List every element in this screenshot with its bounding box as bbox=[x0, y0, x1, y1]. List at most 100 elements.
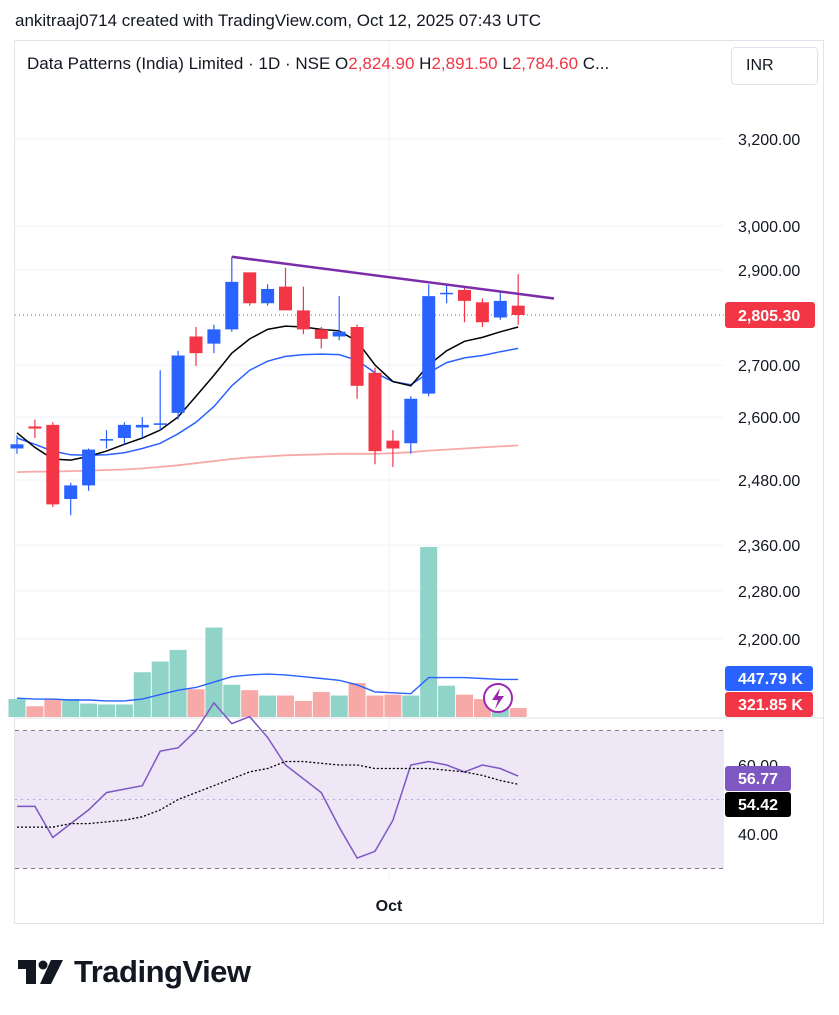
ema-mid-line bbox=[16, 347, 519, 457]
chart-frame bbox=[14, 40, 824, 924]
rsi-tick-label: 40.00 bbox=[738, 827, 778, 844]
volume-bar bbox=[26, 706, 44, 717]
volume-last-badge bbox=[725, 692, 813, 717]
candle-body bbox=[493, 300, 507, 318]
candle-body bbox=[404, 398, 418, 444]
high-label: H bbox=[419, 54, 432, 73]
candle-body bbox=[475, 302, 489, 323]
low-value: 2,784.60 bbox=[511, 54, 579, 73]
price-tick-label: 2,200.00 bbox=[738, 632, 800, 649]
ema-short-line bbox=[16, 325, 519, 461]
volume-bar bbox=[259, 695, 277, 717]
lightning-bolt bbox=[492, 688, 504, 709]
volume-bar bbox=[223, 684, 241, 717]
volume-bar bbox=[348, 683, 366, 717]
low-label: L bbox=[502, 54, 512, 73]
volume-ma-label: 447.79 K bbox=[738, 671, 803, 688]
symbol-name[interactable]: Data Patterns (India) Limited · 1D · NSE bbox=[27, 54, 331, 73]
price-tick-label: 3,000.00 bbox=[738, 219, 800, 236]
candle-body bbox=[314, 329, 328, 339]
volume-bar bbox=[509, 708, 527, 717]
rsi-ma-label: 54.42 bbox=[738, 797, 778, 814]
candle-body bbox=[171, 355, 185, 413]
candle-body bbox=[458, 289, 471, 301]
volume-bar bbox=[366, 695, 384, 717]
volume-bar bbox=[44, 699, 62, 717]
price-tick-label: 2,480.00 bbox=[738, 473, 800, 490]
close-label: C... bbox=[582, 54, 610, 73]
candle-body bbox=[422, 296, 436, 394]
ema-long-line bbox=[16, 444, 519, 473]
candle-body bbox=[243, 272, 257, 304]
currency-selector[interactable]: INR bbox=[731, 47, 818, 85]
lightning-icon bbox=[483, 683, 513, 713]
candle-body bbox=[207, 329, 221, 344]
candle-body bbox=[350, 327, 364, 386]
volume-bar bbox=[133, 672, 151, 717]
volume-bar bbox=[241, 690, 259, 717]
rsi-badge bbox=[725, 766, 791, 791]
last-price-label: 2,805.30 bbox=[738, 308, 800, 325]
candle-body bbox=[46, 424, 60, 505]
volume-bar bbox=[62, 699, 80, 717]
volume-bar bbox=[420, 547, 438, 717]
rsi-label: 56.77 bbox=[738, 771, 778, 788]
brand-name: TradingView bbox=[74, 954, 251, 989]
candle-body bbox=[386, 440, 400, 449]
volume-bar bbox=[98, 704, 115, 717]
volume-bar bbox=[187, 689, 205, 717]
price-tick-label: 2,360.00 bbox=[738, 538, 800, 555]
volume-bar bbox=[8, 699, 26, 717]
tradingview-logo-icon bbox=[18, 960, 63, 984]
high-value: 2,891.50 bbox=[431, 54, 498, 73]
candle-body bbox=[332, 331, 346, 337]
price-tick-label: 2,600.00 bbox=[738, 410, 800, 427]
candle-body bbox=[153, 423, 167, 425]
volume-bar bbox=[312, 691, 330, 717]
rsi-line bbox=[17, 701, 519, 860]
time-axis-label: Oct bbox=[376, 898, 403, 915]
volume-bar bbox=[169, 649, 187, 717]
rsi-ma-line bbox=[17, 760, 519, 828]
volume-last-label: 321.85 K bbox=[738, 697, 803, 714]
last-price-badge bbox=[725, 301, 815, 328]
open-value: 2,824.90 bbox=[348, 54, 415, 73]
price-tick-label: 2,280.00 bbox=[738, 584, 800, 601]
brand: TradingView bbox=[18, 954, 251, 990]
candle-body bbox=[440, 292, 454, 295]
volume-bar bbox=[330, 695, 348, 717]
volume-ma-line bbox=[16, 673, 519, 702]
candle-body bbox=[368, 372, 382, 452]
candle-body bbox=[64, 485, 78, 499]
rsi-ma-badge bbox=[725, 792, 791, 817]
volume-ma-badge bbox=[725, 666, 813, 691]
candle-body bbox=[261, 289, 275, 304]
candle-body bbox=[82, 449, 96, 486]
ohlc-legend: Data Patterns (India) Limited · 1D · NSE… bbox=[27, 54, 609, 74]
chart-credit: ankitraaj0714 created with TradingView.c… bbox=[15, 11, 542, 30]
volume-bar bbox=[402, 695, 420, 717]
candle-body bbox=[10, 444, 24, 449]
resistance-trendline bbox=[231, 255, 555, 300]
candle-body bbox=[100, 439, 113, 441]
candle-body bbox=[28, 426, 42, 429]
open-label: O bbox=[335, 54, 349, 73]
volume-bar bbox=[294, 700, 312, 717]
volume-bar bbox=[80, 703, 98, 717]
candle-body bbox=[135, 424, 149, 428]
candle-body bbox=[279, 286, 292, 311]
volume-bar bbox=[438, 685, 456, 717]
volume-bar bbox=[115, 704, 133, 717]
candle-body bbox=[117, 424, 131, 438]
candle-body bbox=[225, 281, 239, 330]
volume-bar bbox=[384, 694, 402, 717]
price-tick-label: 3,200.00 bbox=[738, 132, 800, 149]
volume-bar bbox=[151, 661, 169, 717]
candle-body bbox=[511, 305, 525, 315]
volume-bar bbox=[456, 694, 473, 717]
price-tick-label: 2,900.00 bbox=[738, 263, 800, 280]
candle-body bbox=[189, 336, 203, 354]
volume-bar bbox=[277, 695, 294, 717]
price-tick-label: 2,700.00 bbox=[738, 358, 800, 375]
